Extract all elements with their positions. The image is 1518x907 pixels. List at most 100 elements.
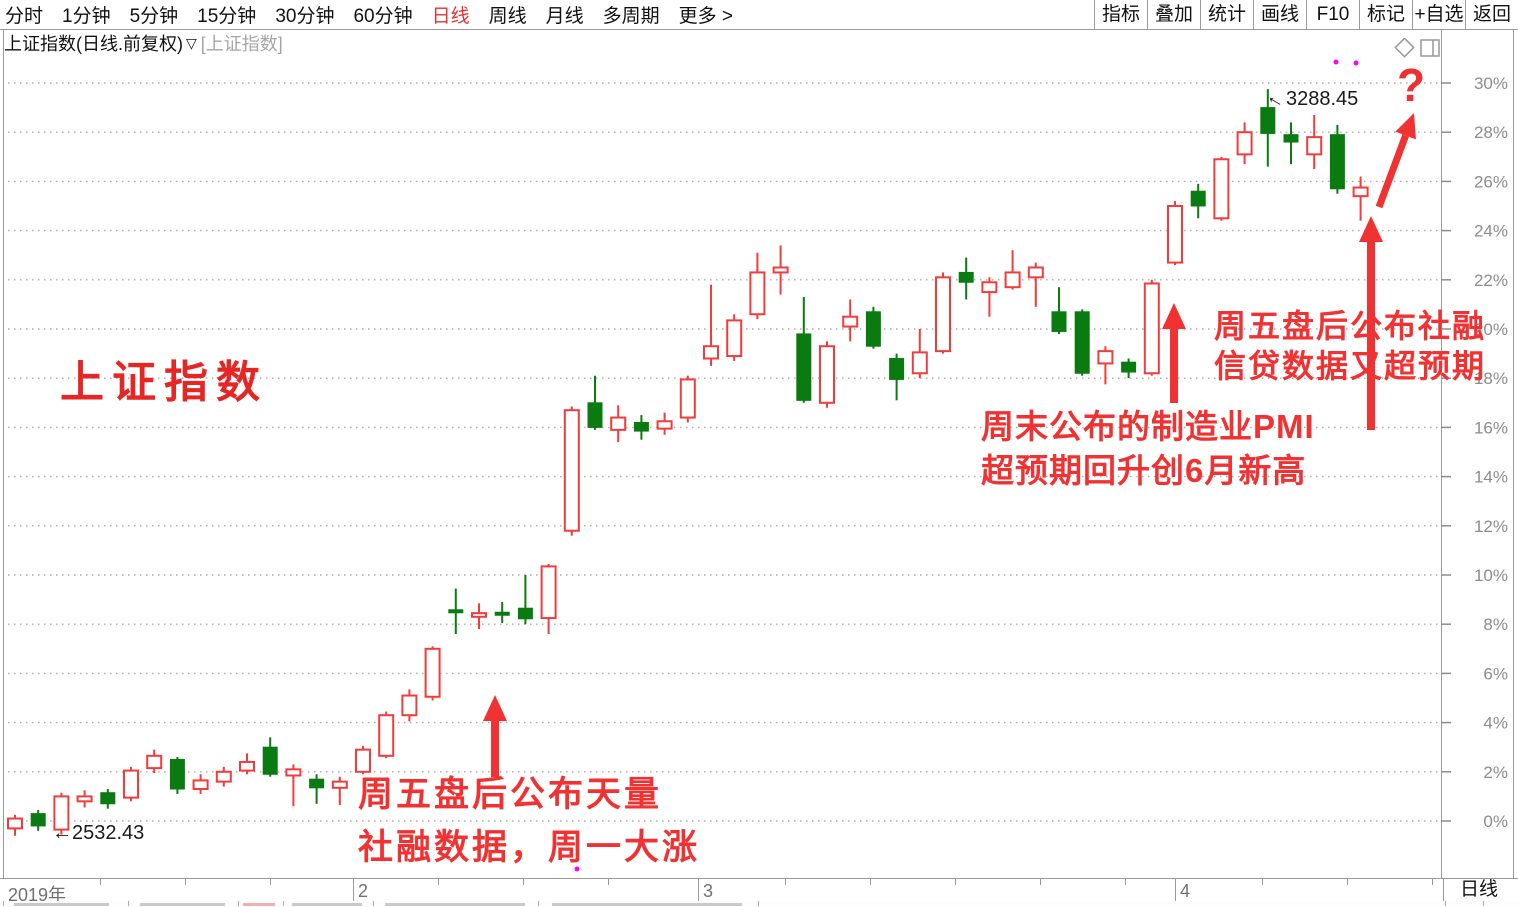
toolbar-item-15分钟[interactable]: 15分钟: [197, 6, 257, 27]
candle: [1121, 358, 1137, 379]
clipped-tab-divider: [128, 901, 129, 906]
candle: [633, 415, 649, 440]
candle: [331, 776, 348, 806]
candle: [1306, 114, 1323, 170]
toolbar-item-日线[interactable]: 日线: [431, 6, 470, 27]
toolbar-item-月线[interactable]: 月线: [545, 6, 584, 27]
week-tick: [785, 879, 786, 885]
candle: [563, 406, 580, 536]
date-axis: 2019年 日线 2 3 4: [0, 878, 1518, 905]
toolbar-item-多周期[interactable]: 多周期: [602, 6, 660, 27]
clipped-tab-divider: [3, 901, 4, 906]
y-axis-label: 16%: [1474, 418, 1508, 437]
toolbar-button-标记[interactable]: 标记: [1359, 0, 1412, 29]
candle: [656, 412, 673, 435]
magenta-dot: [1333, 59, 1339, 65]
y-axis-label: 18%: [1474, 369, 1508, 388]
candle: [1143, 279, 1160, 376]
toolbar-item-更多 >[interactable]: 更多 >: [678, 6, 734, 27]
chart-left-border: [3, 30, 4, 900]
candle: [448, 588, 464, 635]
chart-title-row: 上证指数(日线.前复权) ▽ [上证指数]: [4, 32, 283, 54]
week-tick: [955, 879, 956, 885]
candle: [842, 299, 859, 342]
candle: [1051, 287, 1067, 334]
candle: [772, 245, 789, 295]
week-tick: [1347, 879, 1348, 885]
split-window-icon[interactable]: [1420, 39, 1440, 57]
candle: [726, 314, 743, 361]
high-price-value: 3288.45: [1286, 88, 1359, 110]
candle: [1329, 124, 1345, 194]
week-tick: [270, 879, 271, 885]
toolbar-button-返回[interactable]: 返回: [1465, 0, 1518, 29]
annotation-line: 周五盘后公布社融: [1214, 308, 1487, 344]
candle: [1027, 262, 1044, 307]
candle: [123, 766, 139, 802]
candle: [981, 277, 998, 317]
toolbar-item-60分钟[interactable]: 60分钟: [353, 6, 413, 27]
month-label: 4: [1180, 881, 1191, 901]
annotation-line: 信贷数据又超预期: [1214, 348, 1487, 384]
clipped-tab-text: [552, 903, 742, 906]
toolbar-button-画线[interactable]: 画线: [1253, 0, 1306, 29]
clipped-bottom-toolbar: [0, 901, 1518, 906]
toolbar-item-分时[interactable]: 分时: [5, 6, 44, 27]
week-tick: [608, 879, 609, 885]
toolbar-button-F10[interactable]: F10: [1306, 0, 1359, 29]
toolbar-button-统计[interactable]: 统计: [1200, 0, 1253, 29]
y-axis-label: 12%: [1474, 517, 1508, 536]
annotation-arrow: [483, 695, 507, 777]
month-divider: [353, 879, 354, 901]
y-axis-label: 14%: [1474, 468, 1508, 487]
y-axis-label: 24%: [1474, 222, 1508, 241]
toolbar-item-30分钟[interactable]: 30分钟: [275, 6, 335, 27]
y-axis-label: 28%: [1474, 123, 1508, 142]
month-divider: [1175, 879, 1176, 901]
y-axis-label: 4%: [1483, 714, 1508, 733]
annotation-line: 社融数据，周一大涨: [358, 828, 701, 867]
function-toolbar: 指标 叠加 统计 画线 F10 标记 +自选 返回: [1094, 0, 1518, 29]
annotation-social-financing-feb: 周五盘后公布天量 社融数据，周一大涨: [358, 768, 700, 874]
toolbar-button-指标[interactable]: 指标: [1094, 0, 1147, 29]
y-axis-label: 10%: [1474, 566, 1508, 585]
candle: [587, 375, 603, 430]
candle: [239, 753, 255, 775]
clipped-tab-text: [14, 903, 109, 906]
candle: [309, 774, 325, 804]
toolbar-button-叠加[interactable]: 叠加: [1147, 0, 1200, 29]
week-tick: [1125, 879, 1126, 885]
toolbar-item-1分钟[interactable]: 1分钟: [62, 6, 111, 27]
toolbar-button-+自选[interactable]: +自选: [1412, 0, 1465, 29]
overlay-label: [上证指数]: [200, 34, 283, 54]
diamond-marker-icon[interactable]: [1394, 37, 1415, 58]
index-watermark: 上证指数: [60, 358, 268, 407]
chart-corner-icons: [1388, 37, 1444, 65]
week-tick: [870, 879, 871, 885]
candle: [146, 749, 163, 774]
month-divider: [698, 879, 699, 901]
y-axis-label: 0%: [1483, 812, 1508, 831]
y-axis-label: 22%: [1474, 271, 1508, 290]
candle: [424, 646, 441, 701]
y-axis-label: 20%: [1474, 320, 1508, 339]
magenta-dot: [574, 866, 580, 872]
candle: [540, 563, 557, 635]
candle: [30, 809, 46, 831]
candle: [169, 757, 185, 794]
dropdown-triangle-icon[interactable]: ▽: [186, 34, 197, 51]
candle: [679, 375, 696, 423]
period-label-box: 日线: [1443, 879, 1514, 901]
candle: [1074, 309, 1090, 376]
toolbar-item-5分钟[interactable]: 5分钟: [129, 6, 179, 27]
candle: [378, 711, 395, 759]
candle: [355, 745, 371, 775]
week-tick: [185, 879, 186, 885]
candle: [285, 764, 302, 807]
high-price-marker: ←3288.45: [1262, 85, 1359, 114]
toolbar-item-周线[interactable]: 周线: [488, 6, 527, 27]
low-price-marker: ←2532.43: [52, 822, 144, 845]
candle: [262, 737, 278, 777]
